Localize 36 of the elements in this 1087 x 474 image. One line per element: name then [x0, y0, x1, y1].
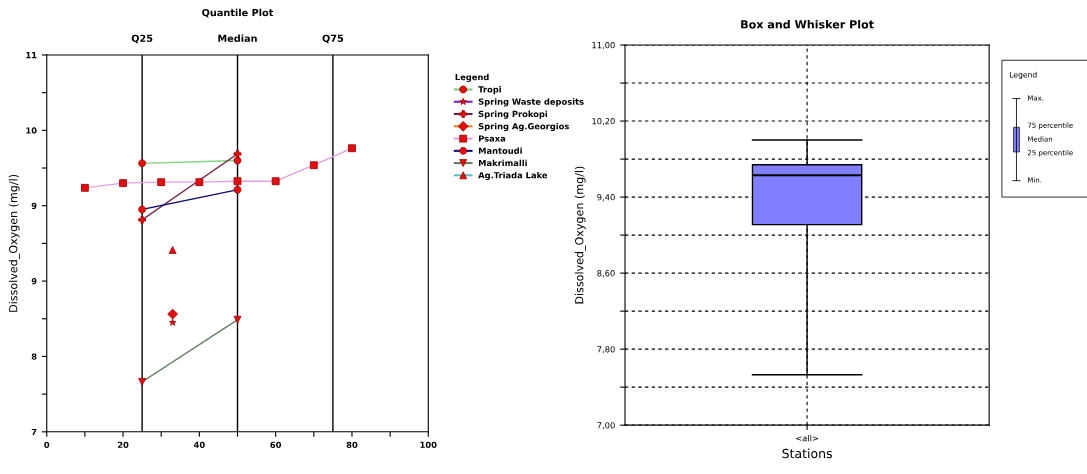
y-tick-label: 10: [26, 127, 37, 134]
y-tick-label: 9: [31, 202, 37, 209]
y-tick-label: 7,00: [597, 422, 615, 430]
legend-label: Psaxa: [478, 135, 506, 142]
y-axis-title: Dissolved_Oxygen (mg/l): [574, 166, 586, 304]
y-tick-label: 10,20: [592, 118, 615, 126]
legend-label: Makrimalli: [478, 159, 527, 167]
y-tick-label: 9,40: [597, 194, 615, 202]
x-axis-title: Stations: [782, 448, 832, 459]
x-tick-label: 40: [193, 441, 205, 448]
y-tick-label: 11: [26, 52, 37, 59]
x-tick-label: 80: [346, 441, 358, 448]
chart-title: Box and Whisker Plot: [741, 19, 874, 29]
x-tick-label: <all>: [796, 434, 819, 442]
legend-label: Tropi: [478, 86, 501, 95]
x-tick-label: 20: [117, 441, 129, 448]
y-tick-label: 7,80: [597, 346, 615, 354]
legend-label: Spring Waste deposits: [478, 98, 584, 107]
legend-title: Legend: [455, 73, 489, 82]
legend-label: Spring Ag.Georgios: [478, 122, 569, 132]
legend-label: Spring Prokopi: [478, 110, 548, 119]
legend-label: Ag.Triada Lake: [478, 171, 548, 181]
y-tick-label: 11,00: [592, 42, 615, 50]
legend-label: Mantoudi: [478, 147, 522, 154]
y-axis-title: Dissolved_Oxygen (mg/l): [8, 174, 20, 312]
ref-line-label: Median: [218, 34, 257, 42]
y-tick-label: 8,60: [597, 270, 615, 278]
chart-title: Quantile Plot: [202, 8, 274, 18]
x-tick-label: 100: [420, 441, 437, 448]
y-tick-label: 9: [31, 278, 37, 285]
x-tick-label: 0: [44, 441, 50, 448]
x-tick-label: 60: [270, 441, 282, 448]
ref-line-label: Q75: [322, 34, 344, 44]
y-tick-label: 8: [31, 353, 37, 360]
ref-line-label: Q25: [131, 34, 153, 44]
y-tick-label: 7: [31, 428, 37, 435]
